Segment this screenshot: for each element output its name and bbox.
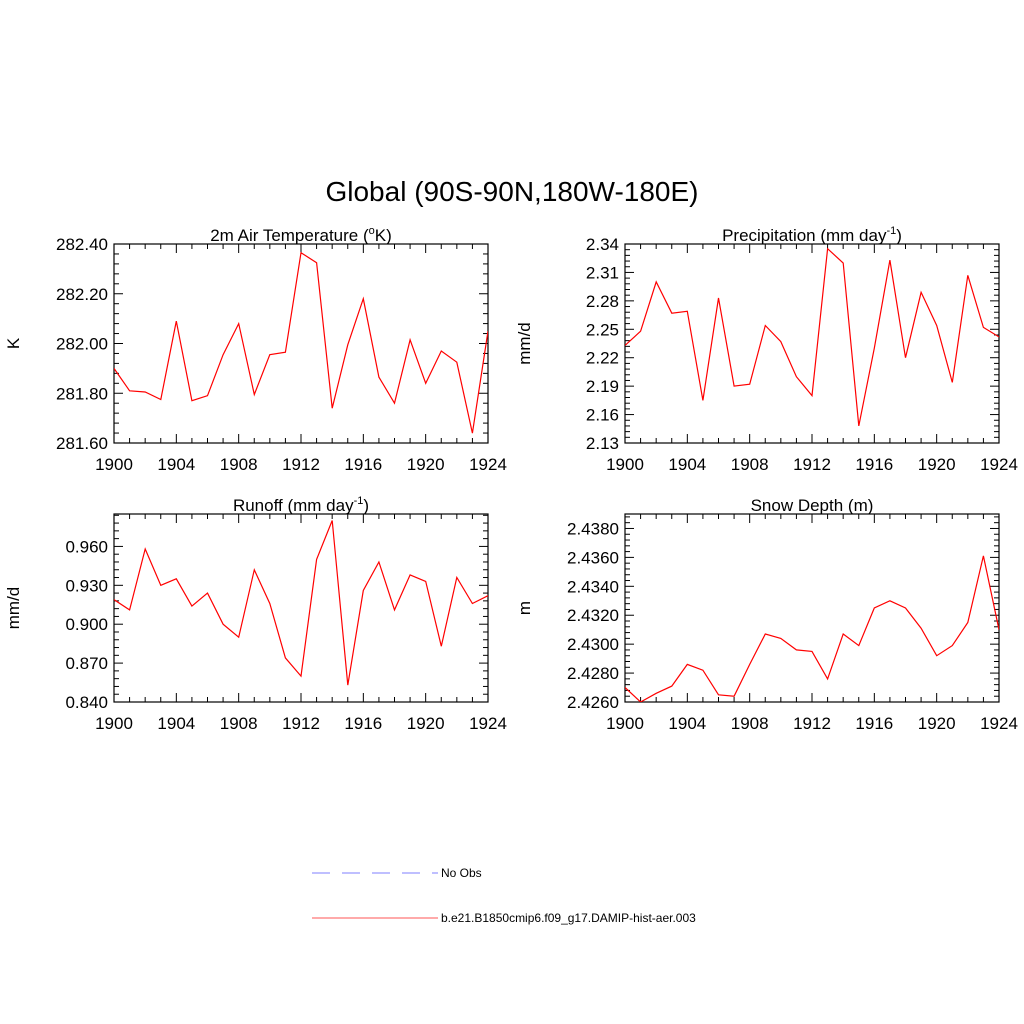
y-tick-label: 2.4320	[567, 606, 619, 625]
x-tick-label: 1912	[793, 455, 831, 474]
x-tick-label: 1904	[157, 455, 195, 474]
y-tick-label: 2.34	[586, 235, 619, 254]
y-tick-label: 2.19	[586, 377, 619, 396]
y-tick-label: 2.4340	[567, 577, 619, 596]
x-tick-label: 1900	[606, 714, 644, 733]
y-tick-label: 2.31	[586, 263, 619, 282]
x-tick-label: 1908	[731, 455, 769, 474]
y-tick-label: 2.4300	[567, 635, 619, 654]
x-tick-label: 1900	[95, 455, 133, 474]
x-tick-label: 1916	[344, 455, 382, 474]
x-tick-label: 1900	[95, 714, 133, 733]
x-tick-label: 1916	[855, 714, 893, 733]
plot-frame	[624, 243, 1000, 444]
panel-title-text: Precipitation (mm day	[722, 226, 887, 245]
y-axis-label: mm/d	[515, 322, 534, 365]
x-tick-label: 1912	[282, 455, 320, 474]
legend-label: No Obs	[441, 866, 482, 880]
x-tick-label: 1924	[469, 455, 507, 474]
y-tick-label: 2.16	[586, 406, 619, 425]
legend: No Obs b.e21.B1850cmip6.f09_g17.DAMIP-his…	[312, 866, 696, 925]
y-tick-label: 282.40	[56, 235, 108, 254]
series-line	[114, 520, 488, 686]
y-axis-label: m	[515, 601, 534, 615]
y-tick-label: 2.25	[586, 320, 619, 339]
panel-title-text: Snow Depth (m)	[751, 496, 874, 515]
x-tick-label: 1904	[668, 714, 706, 733]
y-tick-label: 2.13	[586, 434, 619, 453]
y-tick-label: 282.00	[56, 335, 108, 354]
x-tick-label: 1908	[731, 714, 769, 733]
x-tick-label: 1908	[220, 455, 258, 474]
x-tick-label: 1904	[668, 455, 706, 474]
x-tick-label: 1916	[855, 455, 893, 474]
y-tick-label: 0.930	[65, 576, 108, 595]
x-tick-label: 1920	[407, 714, 445, 733]
x-tick-label: 1924	[980, 714, 1018, 733]
y-tick-label: 0.900	[65, 615, 108, 634]
figure-title: Global (90S-90N,180W-180E)	[325, 176, 698, 207]
x-tick-label: 1920	[918, 714, 956, 733]
y-tick-label: 2.22	[586, 349, 619, 368]
y-tick-label: 2.4380	[567, 519, 619, 538]
x-tick-label: 1912	[793, 714, 831, 733]
panel-title: Runoff (mm day-1)	[233, 495, 369, 515]
chart-panel-3: Runoff (mm day-1) mm/d 1900 1904 1908 1912 191…	[4, 495, 507, 733]
x-tick-label: 1920	[918, 455, 956, 474]
panel-title-tail: )	[363, 496, 369, 515]
y-axis-label: K	[4, 337, 23, 349]
plot-frame	[113, 243, 489, 444]
y-axis-label: mm/d	[4, 587, 23, 630]
y-tick-label: 281.60	[56, 434, 108, 453]
legend-entry: No Obs	[312, 866, 482, 880]
panel-title-superscript: -1	[354, 495, 364, 507]
x-tick-label: 1916	[344, 714, 382, 733]
panel-title-text: Runoff (mm day	[233, 496, 354, 515]
panel-title: Snow Depth (m)	[751, 496, 874, 515]
y-tick-label: 2.4360	[567, 548, 619, 567]
y-tick-label: 281.80	[56, 384, 108, 403]
series-line	[625, 555, 999, 702]
series-line	[625, 247, 999, 427]
y-tick-label: 0.960	[65, 537, 108, 556]
chart-panel-2: Precipitation (mm day-1) mm/d 1900 1904 1908…	[515, 225, 1018, 474]
panel-title: 2m Air Temperature (oK)	[210, 225, 392, 245]
x-tick-label: 1912	[282, 714, 320, 733]
y-tick-label: 0.840	[65, 693, 108, 712]
legend-entry: b.e21.B1850cmip6.f09_g17.DAMIP-hist-aer.…	[312, 911, 696, 925]
x-tick-label: 1924	[980, 455, 1018, 474]
panel-title-superscript: -1	[886, 225, 896, 237]
y-tick-label: 2.28	[586, 292, 619, 311]
legend-label: b.e21.B1850cmip6.f09_g17.DAMIP-hist-aer.…	[441, 911, 696, 925]
chart-panel-1: 2m Air Temperature (oK) K 1900 1904 1908 1912…	[4, 225, 507, 474]
x-tick-label: 1920	[407, 455, 445, 474]
x-tick-label: 1924	[469, 714, 507, 733]
y-tick-label: 2.4280	[567, 664, 619, 683]
panel-title-text: 2m Air Temperature (	[210, 226, 369, 245]
series-line	[114, 251, 488, 434]
panel-title-tail: K)	[375, 226, 392, 245]
y-tick-label: 0.870	[65, 654, 108, 673]
x-tick-label: 1904	[157, 714, 195, 733]
panel-title-tail: )	[896, 226, 902, 245]
panel-title: Precipitation (mm day-1)	[722, 225, 902, 245]
y-tick-label: 2.4260	[567, 693, 619, 712]
x-tick-label: 1908	[220, 714, 258, 733]
x-tick-label: 1900	[606, 455, 644, 474]
panel-title-superscript: o	[369, 225, 375, 237]
chart-panel-4: Snow Depth (m) m 1900 1904 1908 1912 1916 1920 1…	[515, 496, 1018, 733]
y-tick-label: 282.20	[56, 285, 108, 304]
